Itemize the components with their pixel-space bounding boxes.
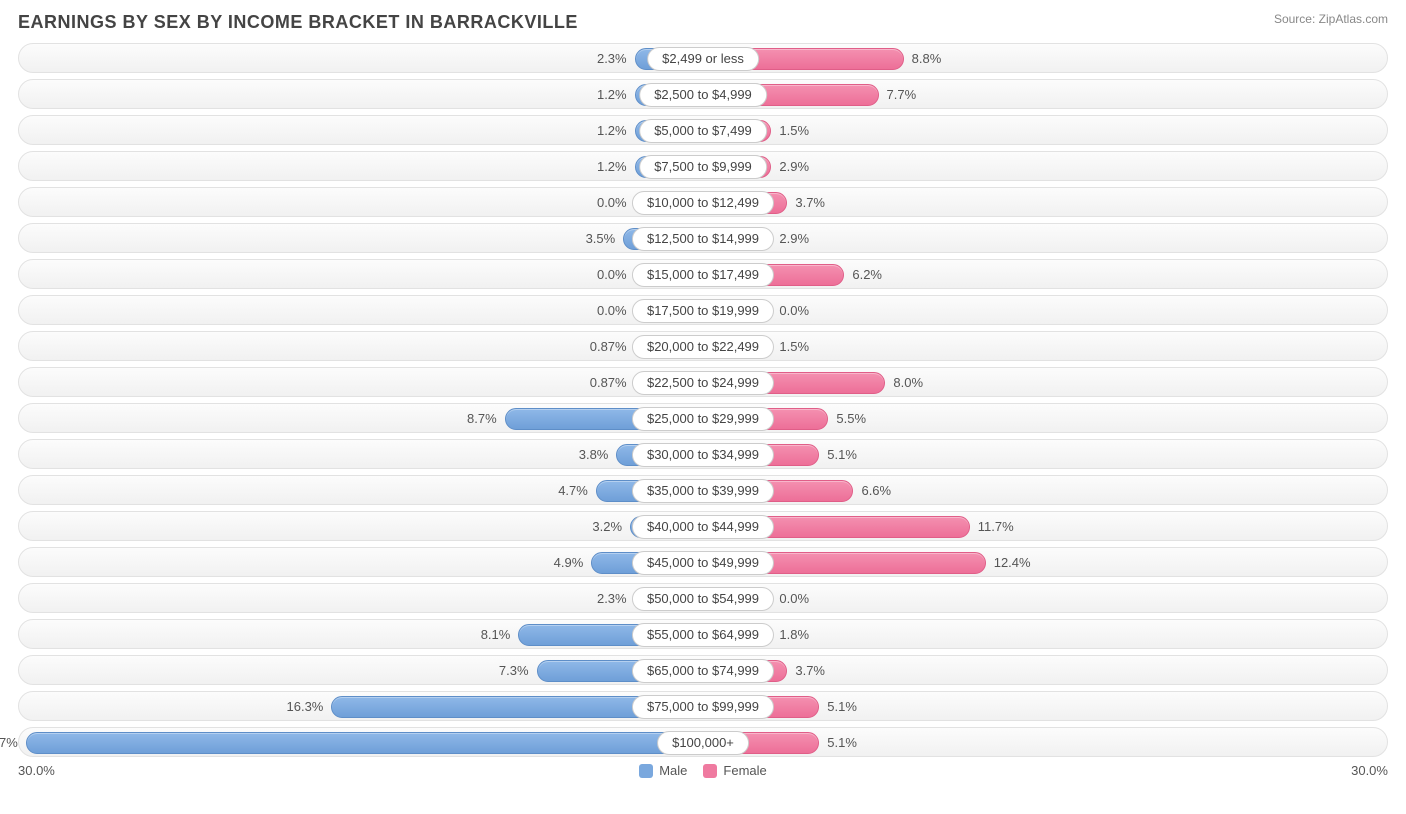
axis-right-label: 30.0% [1328,763,1388,778]
male-value-label: 7.3% [499,660,529,682]
female-value-label: 7.7% [887,84,917,106]
chart-row: 1.2% 7.7% $2,500 to $4,999 [18,79,1388,109]
legend-male-label: Male [659,763,687,778]
chart-row: 4.7% 6.6% $35,000 to $39,999 [18,475,1388,505]
chart-row: 4.9% 12.4% $45,000 to $49,999 [18,547,1388,577]
female-value-label: 3.7% [795,660,825,682]
female-value-label: 3.7% [795,192,825,214]
category-pill: $25,000 to $29,999 [632,407,774,431]
chart-row: 2.3% 0.0%$50,000 to $54,999 [18,583,1388,613]
category-pill: $15,000 to $17,499 [632,263,774,287]
axis-left-label: 30.0% [18,763,78,778]
chart-row: 0.87% 1.5%$20,000 to $22,499 [18,331,1388,361]
female-value-label: 6.6% [861,480,891,502]
chart-row: 1.2% 2.9% $7,500 to $9,999 [18,151,1388,181]
male-value-label: 16.3% [287,696,324,718]
male-value-label: 3.8% [579,444,609,466]
category-pill: $65,000 to $74,999 [632,659,774,683]
chart-row: 8.1% 1.8%$55,000 to $64,999 [18,619,1388,649]
female-value-label: 2.9% [779,156,809,178]
male-value-label: 0.87% [590,372,627,394]
male-value-label: 1.2% [597,84,627,106]
chart-row: 16.3% 5.1% $75,000 to $99,999 [18,691,1388,721]
male-bar [26,732,703,754]
chart-row: 8.7% 5.5% $25,000 to $29,999 [18,403,1388,433]
male-value-label: 8.7% [467,408,497,430]
chart-row: 2.3% 8.8% $2,499 or less [18,43,1388,73]
female-value-label: 0.0% [779,300,809,322]
male-value-label: 0.0% [597,264,627,286]
legend-female-swatch [703,764,717,778]
male-value-label: 3.5% [586,228,616,250]
male-value-label: 1.2% [597,156,627,178]
category-pill: $75,000 to $99,999 [632,695,774,719]
category-pill: $40,000 to $44,999 [632,515,774,539]
chart-row: 0.87% 8.0% $22,500 to $24,999 [18,367,1388,397]
chart-footer: 30.0% Male Female 30.0% [18,763,1388,778]
category-pill: $45,000 to $49,999 [632,551,774,575]
category-pill: $55,000 to $64,999 [632,623,774,647]
chart-source: Source: ZipAtlas.com [1274,12,1388,26]
legend-female-label: Female [723,763,766,778]
male-value-label: 3.2% [592,516,622,538]
male-value-label: 29.7% [0,732,18,754]
female-value-label: 5.1% [827,444,857,466]
category-pill: $100,000+ [657,731,749,755]
chart-row: 3.5% 2.9%$12,500 to $14,999 [18,223,1388,253]
male-value-label: 0.0% [597,192,627,214]
chart-row: 0.0% 0.0%$17,500 to $19,999 [18,295,1388,325]
male-value-label: 2.3% [597,588,627,610]
category-pill: $22,500 to $24,999 [632,371,774,395]
female-value-label: 8.0% [893,372,923,394]
category-pill: $7,500 to $9,999 [639,155,767,179]
category-pill: $17,500 to $19,999 [632,299,774,323]
female-value-label: 1.5% [779,120,809,142]
chart-row: 1.2% 1.5% $5,000 to $7,499 [18,115,1388,145]
chart-row: 29.7%5.1%$100,000+ [18,727,1388,757]
chart-row: 3.8% 5.1% $30,000 to $34,999 [18,439,1388,469]
category-pill: $2,500 to $4,999 [639,83,767,107]
female-value-label: 11.7% [978,516,1014,538]
female-value-label: 5.1% [827,732,857,754]
male-value-label: 0.87% [590,336,627,358]
legend-male-swatch [639,764,653,778]
category-pill: $50,000 to $54,999 [632,587,774,611]
female-value-label: 1.5% [779,336,809,358]
female-value-label: 5.1% [827,696,857,718]
chart-row: 0.0% 6.2% $15,000 to $17,499 [18,259,1388,289]
category-pill: $12,500 to $14,999 [632,227,774,251]
female-value-label: 1.8% [779,624,809,646]
chart-title: EARNINGS BY SEX BY INCOME BRACKET IN BAR… [18,12,578,33]
male-value-label: 4.7% [558,480,588,502]
chart-legend: Male Female [639,763,767,778]
female-value-label: 12.4% [994,552,1031,574]
male-value-label: 0.0% [597,300,627,322]
female-value-label: 2.9% [779,228,809,250]
category-pill: $20,000 to $22,499 [632,335,774,359]
category-pill: $5,000 to $7,499 [639,119,767,143]
male-value-label: 8.1% [481,624,511,646]
legend-female: Female [703,763,766,778]
male-value-label: 4.9% [554,552,584,574]
chart-row: 3.2% 11.7% $40,000 to $44,999 [18,511,1388,541]
diverging-bar-chart: 2.3% 8.8% $2,499 or less 1.2% 7.7% $2,500 to … [18,43,1388,757]
legend-male: Male [639,763,687,778]
category-pill: $10,000 to $12,499 [632,191,774,215]
category-pill: $2,499 or less [647,47,759,71]
female-value-label: 0.0% [779,588,809,610]
male-value-label: 1.2% [597,120,627,142]
female-value-label: 8.8% [912,48,942,70]
category-pill: $30,000 to $34,999 [632,443,774,467]
chart-row: 7.3% 3.7% $65,000 to $74,999 [18,655,1388,685]
female-value-label: 5.5% [836,408,866,430]
female-value-label: 6.2% [852,264,882,286]
male-value-label: 2.3% [597,48,627,70]
chart-row: 0.0% 3.7% $10,000 to $12,499 [18,187,1388,217]
chart-header: EARNINGS BY SEX BY INCOME BRACKET IN BAR… [18,12,1388,33]
category-pill: $35,000 to $39,999 [632,479,774,503]
